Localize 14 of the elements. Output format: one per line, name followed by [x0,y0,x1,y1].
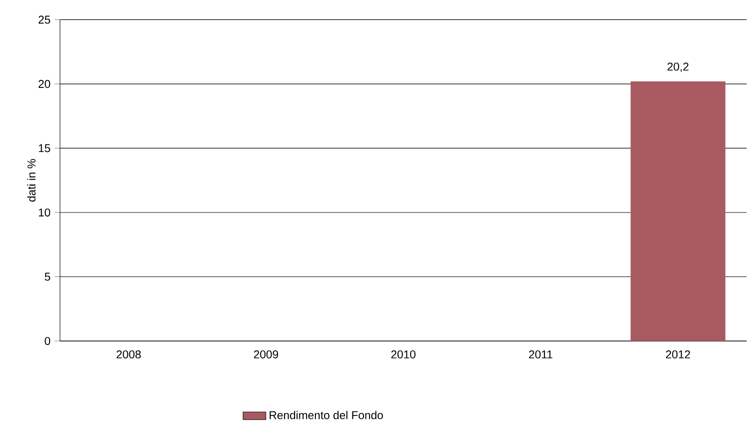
y-tick-label: 25 [38,16,50,24]
y-tick-label: 20 [38,80,50,88]
y-tick-label: 5 [44,272,50,281]
y-tick-label: 15 [38,144,50,152]
data-label: 20,2 [668,62,688,72]
x-tick-label: 2011 [529,350,552,358]
x-tick-label: 2008 [116,350,141,358]
x-tick-label: 2009 [254,350,278,358]
legend-label: Rendimento del Fondo [270,410,383,420]
y-tick-label: 10 [38,208,50,216]
x-tick-label: 2010 [391,350,416,358]
x-tick-label: 2012 [666,350,690,358]
y-tick-label: 0 [44,336,50,346]
y-axis-title: dati in % [27,159,36,202]
